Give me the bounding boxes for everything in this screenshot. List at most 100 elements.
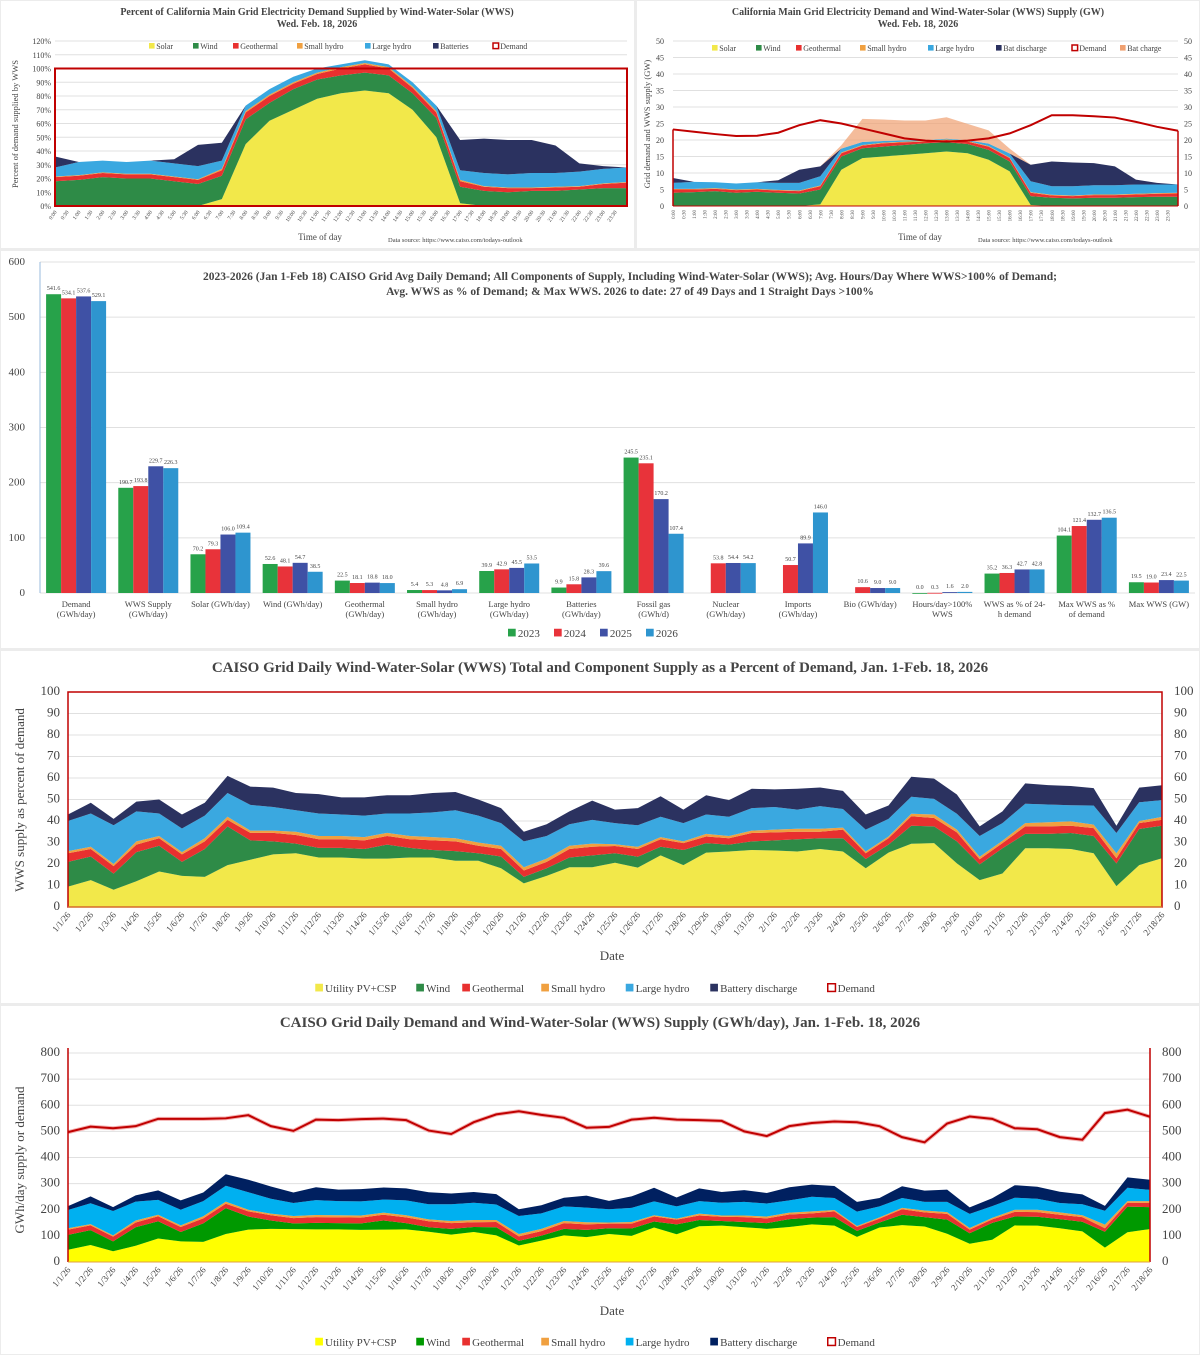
legend-label: Battery discharge xyxy=(720,983,797,995)
legend-swatch xyxy=(492,42,500,50)
bar-2024 xyxy=(61,298,77,593)
y-tick-label: 60 xyxy=(47,769,60,784)
y-tick-label: 20 xyxy=(656,136,664,145)
bar-data-label: 541.6 xyxy=(47,286,61,292)
legend-item: Batteries xyxy=(433,42,469,51)
legend-label: Demand xyxy=(500,42,527,51)
x-tick-label: 22:30 xyxy=(1145,210,1150,222)
category-label: Wind (GWh/day) xyxy=(263,599,323,609)
x-tick-label: 1:00 xyxy=(693,210,698,219)
bar-2025 xyxy=(1086,519,1102,593)
y-tick-label: 0 xyxy=(1162,1253,1169,1268)
legend-label: Solar xyxy=(719,44,736,53)
bar-2025 xyxy=(364,582,380,593)
bar-2026 xyxy=(1101,517,1117,593)
y-tick-label: 20 xyxy=(47,855,60,870)
y-tick-label: 20 xyxy=(1184,136,1192,145)
y-tick-label: 30% xyxy=(36,161,51,170)
bar-2023 xyxy=(623,457,639,593)
legend-item: 2025 xyxy=(600,628,632,640)
chart-title: 2023-2026 (Jan 1-Feb 18) CAISO Grid Avg … xyxy=(203,271,1057,283)
y-tick-label: 40 xyxy=(1174,812,1187,827)
bar-data-label: 0.3 xyxy=(931,585,939,591)
x-tick-label: 11:00 xyxy=(903,210,908,222)
legend-swatch xyxy=(710,983,718,992)
x-tick-label: 23:30 xyxy=(1166,210,1171,222)
category-label: Max WWS as % xyxy=(1058,599,1115,609)
legend-swatch xyxy=(600,628,608,637)
bar-2025 xyxy=(148,466,164,593)
y-tick-label: 40 xyxy=(656,70,664,79)
bar-2023 xyxy=(46,294,62,593)
bar-data-label: 10.6 xyxy=(857,579,868,585)
bar-group: 5.4 5.3 4.8 6.9 Small hydro(GWh/day) xyxy=(407,581,468,619)
bar-2023 xyxy=(407,590,423,593)
bar-data-label: 53.5 xyxy=(526,555,537,561)
bar-data-label: 0.0 xyxy=(916,585,924,591)
bar-2024 xyxy=(133,486,149,593)
y-tick-label: 110% xyxy=(33,51,52,60)
x-tick-label: 10:00 xyxy=(882,210,887,222)
y-tick-label: 35 xyxy=(1184,87,1192,96)
y-tick-label: 0 xyxy=(1184,202,1188,211)
category-label: Max WWS (GW) xyxy=(1129,599,1189,609)
y-tick-label: 30 xyxy=(1174,834,1187,849)
x-tick-label: 15:00 xyxy=(988,210,993,222)
legend-swatch xyxy=(541,1337,549,1346)
legend-label: 2023 xyxy=(518,628,541,640)
bar-data-label: 35.2 xyxy=(987,566,998,572)
bar-2024 xyxy=(782,565,798,593)
category-label: WWS Supply xyxy=(125,599,173,609)
x-tick-label: 8:30 xyxy=(251,210,262,222)
bar-data-label: 52.6 xyxy=(265,556,276,562)
bar-2024 xyxy=(205,549,221,593)
area-wind xyxy=(68,1206,1150,1252)
x-tick-label: 4:00 xyxy=(756,210,761,219)
bar-2024 xyxy=(855,587,871,593)
bar-data-label: 53.8 xyxy=(713,555,724,561)
legend-swatch xyxy=(462,983,470,992)
y-tick-label: 100 xyxy=(9,532,26,544)
legend-item: Utility PV+CSP xyxy=(315,1337,396,1349)
chart-subtitle: Wed. Feb. 18, 2026 xyxy=(878,19,959,30)
chart-supply-gw-hourly: California Main Grid Electricity Demand … xyxy=(642,7,1192,244)
legend-item: 2023 xyxy=(508,628,540,640)
x-tick-label: 7:30 xyxy=(830,210,835,219)
y-tick-label: 25 xyxy=(656,120,664,129)
legend-label: Large hydro xyxy=(935,44,974,53)
bar-data-label: 23.4 xyxy=(1161,572,1172,578)
y-tick-label: 120% xyxy=(32,37,51,46)
bar-group: 35.2 36.3 42.7 42.8 WWS as % of 24-h demand xyxy=(984,561,1046,619)
x-tick-label: 20:30 xyxy=(1103,210,1108,222)
bar-group: 19.5 19.0 23.4 22.5 Max WWS (GW) xyxy=(1129,572,1189,609)
area-bat-discharge xyxy=(673,138,1178,187)
bar-data-label: 50.7 xyxy=(785,557,796,563)
legend-swatch xyxy=(710,1337,718,1346)
bar-data-label: 132.7 xyxy=(1087,512,1101,518)
legend-swatch xyxy=(860,45,866,51)
x-tick-label: 17:00 xyxy=(1030,210,1035,222)
bar-data-label: 19.0 xyxy=(1146,575,1157,581)
x-tick-label: 4:00 xyxy=(143,210,154,222)
y-tick-label: 80 xyxy=(1174,726,1187,741)
legend-item: Large hydro xyxy=(928,44,974,53)
bar-data-label: 9.9 xyxy=(555,580,563,586)
y-tick-label: 20% xyxy=(36,175,51,184)
area-wind xyxy=(673,142,1178,206)
area-large-hydro xyxy=(68,793,1162,868)
bar-data-label: 42.7 xyxy=(1017,561,1028,567)
bar-data-label: 245.5 xyxy=(624,450,638,456)
legend-label: Large hydro xyxy=(636,1337,690,1349)
legend-label: Geothermal xyxy=(472,983,524,995)
bar-data-label: 235.1 xyxy=(639,455,653,461)
legend-swatch xyxy=(625,983,634,992)
bar-2025 xyxy=(76,296,92,593)
bar-2025 xyxy=(797,543,813,593)
bar-2024 xyxy=(710,563,726,593)
x-tick-label: 6:00 xyxy=(798,210,803,219)
area-wind xyxy=(55,72,627,206)
x-tick-label: 16:30 xyxy=(1019,210,1024,222)
bar-2026 xyxy=(307,571,323,593)
legend-label: Geothermal xyxy=(472,1337,524,1349)
y-tick-label: 600 xyxy=(41,1096,61,1111)
